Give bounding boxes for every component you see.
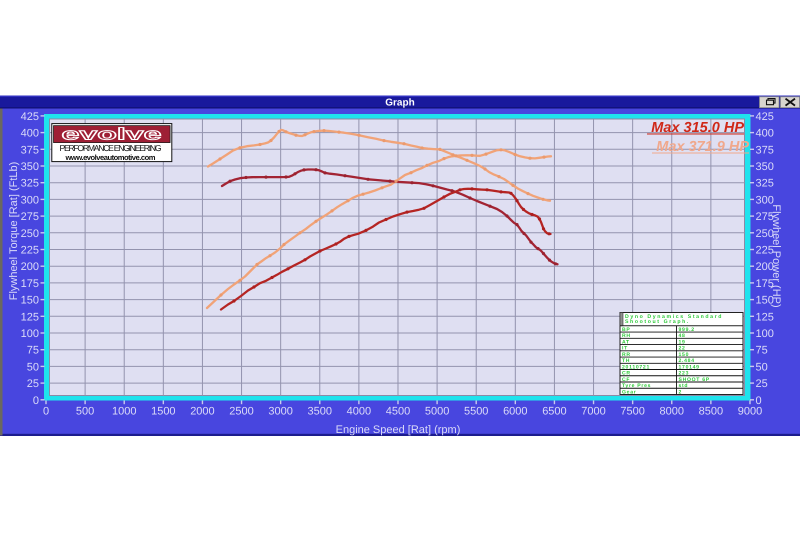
- svg-text:RR: RR: [622, 352, 631, 358]
- svg-text:Gear: Gear: [622, 389, 636, 395]
- svg-text:22: 22: [679, 346, 686, 352]
- svg-text:100: 100: [21, 328, 39, 340]
- svg-text:Max 315.0 HP: Max 315.0 HP: [651, 120, 744, 136]
- svg-text:150: 150: [21, 295, 39, 307]
- svg-text:AT: AT: [622, 339, 630, 345]
- svg-text:125: 125: [21, 311, 39, 323]
- svg-text:350: 350: [21, 161, 39, 173]
- svg-text:CF: CF: [622, 377, 630, 383]
- svg-text:5500: 5500: [464, 406, 488, 418]
- svg-text:0: 0: [33, 395, 39, 407]
- svg-text:200: 200: [756, 261, 774, 273]
- svg-text:50: 50: [27, 361, 39, 373]
- svg-text:Max 371.9 HP: Max 371.9 HP: [656, 139, 749, 155]
- svg-text:2: 2: [679, 389, 683, 395]
- svg-text:325: 325: [756, 178, 774, 190]
- svg-text:170149: 170149: [679, 364, 700, 370]
- svg-text:2500: 2500: [229, 406, 253, 418]
- svg-text:75: 75: [27, 345, 39, 357]
- svg-text:75: 75: [756, 345, 768, 357]
- svg-text:7500: 7500: [620, 406, 644, 418]
- svg-text:TH: TH: [622, 358, 630, 364]
- svg-text:CR: CR: [622, 371, 631, 377]
- svg-text:1000: 1000: [112, 406, 136, 418]
- svg-text:PERFORMANCE ENGINEERING: PERFORMANCE ENGINEERING: [60, 143, 162, 153]
- svg-text:200: 200: [21, 261, 39, 273]
- svg-text:Graph: Graph: [385, 97, 414, 108]
- svg-text:225: 225: [756, 245, 774, 257]
- svg-text:BP: BP: [622, 327, 630, 333]
- svg-text:999.2: 999.2: [679, 327, 695, 333]
- svg-text:6000: 6000: [503, 406, 527, 418]
- svg-text:SHOOT 6P: SHOOT 6P: [679, 377, 710, 383]
- svg-text:20110721: 20110721: [622, 364, 650, 370]
- svg-text:50: 50: [756, 361, 768, 373]
- svg-text:300: 300: [21, 194, 39, 206]
- svg-text:6500: 6500: [542, 406, 566, 418]
- svg-text:Dyno Dynamics Standard: Dyno Dynamics Standard: [625, 314, 723, 320]
- svg-text:Shootout Graph.: Shootout Graph.: [625, 319, 690, 325]
- svg-text:3500: 3500: [308, 406, 332, 418]
- svg-text:275: 275: [21, 211, 39, 223]
- svg-text:225: 225: [21, 245, 39, 257]
- svg-text:250: 250: [756, 228, 774, 240]
- svg-text:223: 223: [679, 371, 690, 377]
- svg-text:150: 150: [756, 295, 774, 307]
- svg-text:0: 0: [756, 395, 762, 407]
- svg-text:400: 400: [21, 128, 39, 140]
- svg-text:7000: 7000: [581, 406, 605, 418]
- svg-text:19: 19: [679, 339, 686, 345]
- svg-text:400: 400: [756, 128, 774, 140]
- svg-text:325: 325: [21, 178, 39, 190]
- svg-text:1500: 1500: [151, 406, 175, 418]
- svg-text:175: 175: [21, 278, 39, 290]
- svg-text:evolve: evolve: [62, 126, 162, 144]
- svg-text:Engine Speed [Rat] (rpm): Engine Speed [Rat] (rpm): [336, 424, 461, 436]
- svg-text:0: 0: [43, 406, 49, 418]
- svg-text:Flywheel Torque [Rat] (FtLb): Flywheel Torque [Rat] (FtLb): [8, 162, 20, 301]
- svg-text:250: 250: [21, 228, 39, 240]
- svg-text:125: 125: [756, 311, 774, 323]
- svg-text:5000: 5000: [425, 406, 449, 418]
- svg-text:25: 25: [756, 378, 768, 390]
- svg-text:3000: 3000: [268, 406, 292, 418]
- svg-text:8500: 8500: [699, 406, 723, 418]
- svg-text:IT: IT: [622, 346, 628, 352]
- svg-text:std: std: [679, 383, 689, 389]
- svg-text:Flywheel Power (HP): Flywheel Power (HP): [770, 204, 782, 307]
- svg-text:RH: RH: [622, 333, 631, 339]
- svg-text:2.484: 2.484: [679, 358, 695, 364]
- svg-text:350: 350: [756, 161, 774, 173]
- svg-text:300: 300: [756, 194, 774, 206]
- svg-text:500: 500: [76, 406, 94, 418]
- svg-text:150: 150: [679, 352, 690, 358]
- svg-text:25: 25: [27, 378, 39, 390]
- svg-text:375: 375: [21, 144, 39, 156]
- svg-text:100: 100: [756, 328, 774, 340]
- svg-text:425: 425: [756, 111, 774, 123]
- svg-text:2000: 2000: [190, 406, 214, 418]
- svg-text:375: 375: [756, 144, 774, 156]
- svg-text:4500: 4500: [386, 406, 410, 418]
- svg-text:275: 275: [756, 211, 774, 223]
- svg-text:48: 48: [679, 333, 686, 339]
- svg-text:8000: 8000: [660, 406, 684, 418]
- svg-text:Tyre Pres: Tyre Pres: [622, 383, 651, 389]
- svg-text:9000: 9000: [738, 406, 762, 418]
- svg-text:www.evolveautomotive.com: www.evolveautomotive.com: [65, 153, 156, 162]
- svg-text:175: 175: [756, 278, 774, 290]
- svg-text:425: 425: [21, 111, 39, 123]
- svg-text:4000: 4000: [347, 406, 371, 418]
